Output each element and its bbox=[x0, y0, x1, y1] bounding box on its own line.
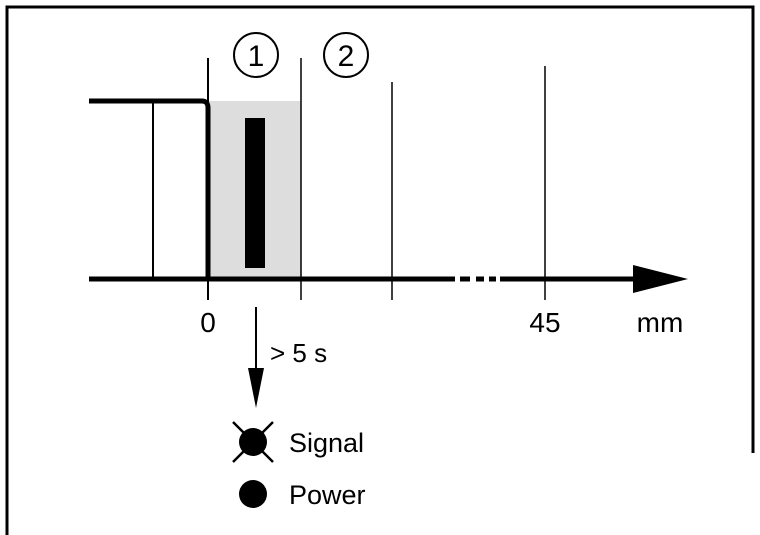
axis-unit-label: mm bbox=[637, 307, 684, 338]
led-off-cross-2 bbox=[232, 421, 274, 463]
axis-tick-45-label: 45 bbox=[529, 307, 560, 338]
diagram-frame bbox=[5, 5, 755, 535]
zone-2-marker bbox=[323, 32, 369, 78]
led-on-icon bbox=[239, 480, 267, 508]
zone-1-label: 1 bbox=[248, 40, 265, 73]
zone-2-label: 2 bbox=[338, 40, 355, 73]
axis-origin-label: 0 bbox=[200, 307, 216, 338]
power-label: Power bbox=[289, 480, 366, 510]
signal-label: Signal bbox=[289, 428, 364, 458]
timing-arrowhead bbox=[248, 368, 264, 408]
zone-1-marker bbox=[233, 32, 279, 78]
timing-label: > 5 s bbox=[270, 338, 327, 368]
axis-arrowhead bbox=[633, 265, 688, 293]
sensor-body bbox=[89, 98, 211, 279]
target-bar bbox=[245, 118, 265, 268]
